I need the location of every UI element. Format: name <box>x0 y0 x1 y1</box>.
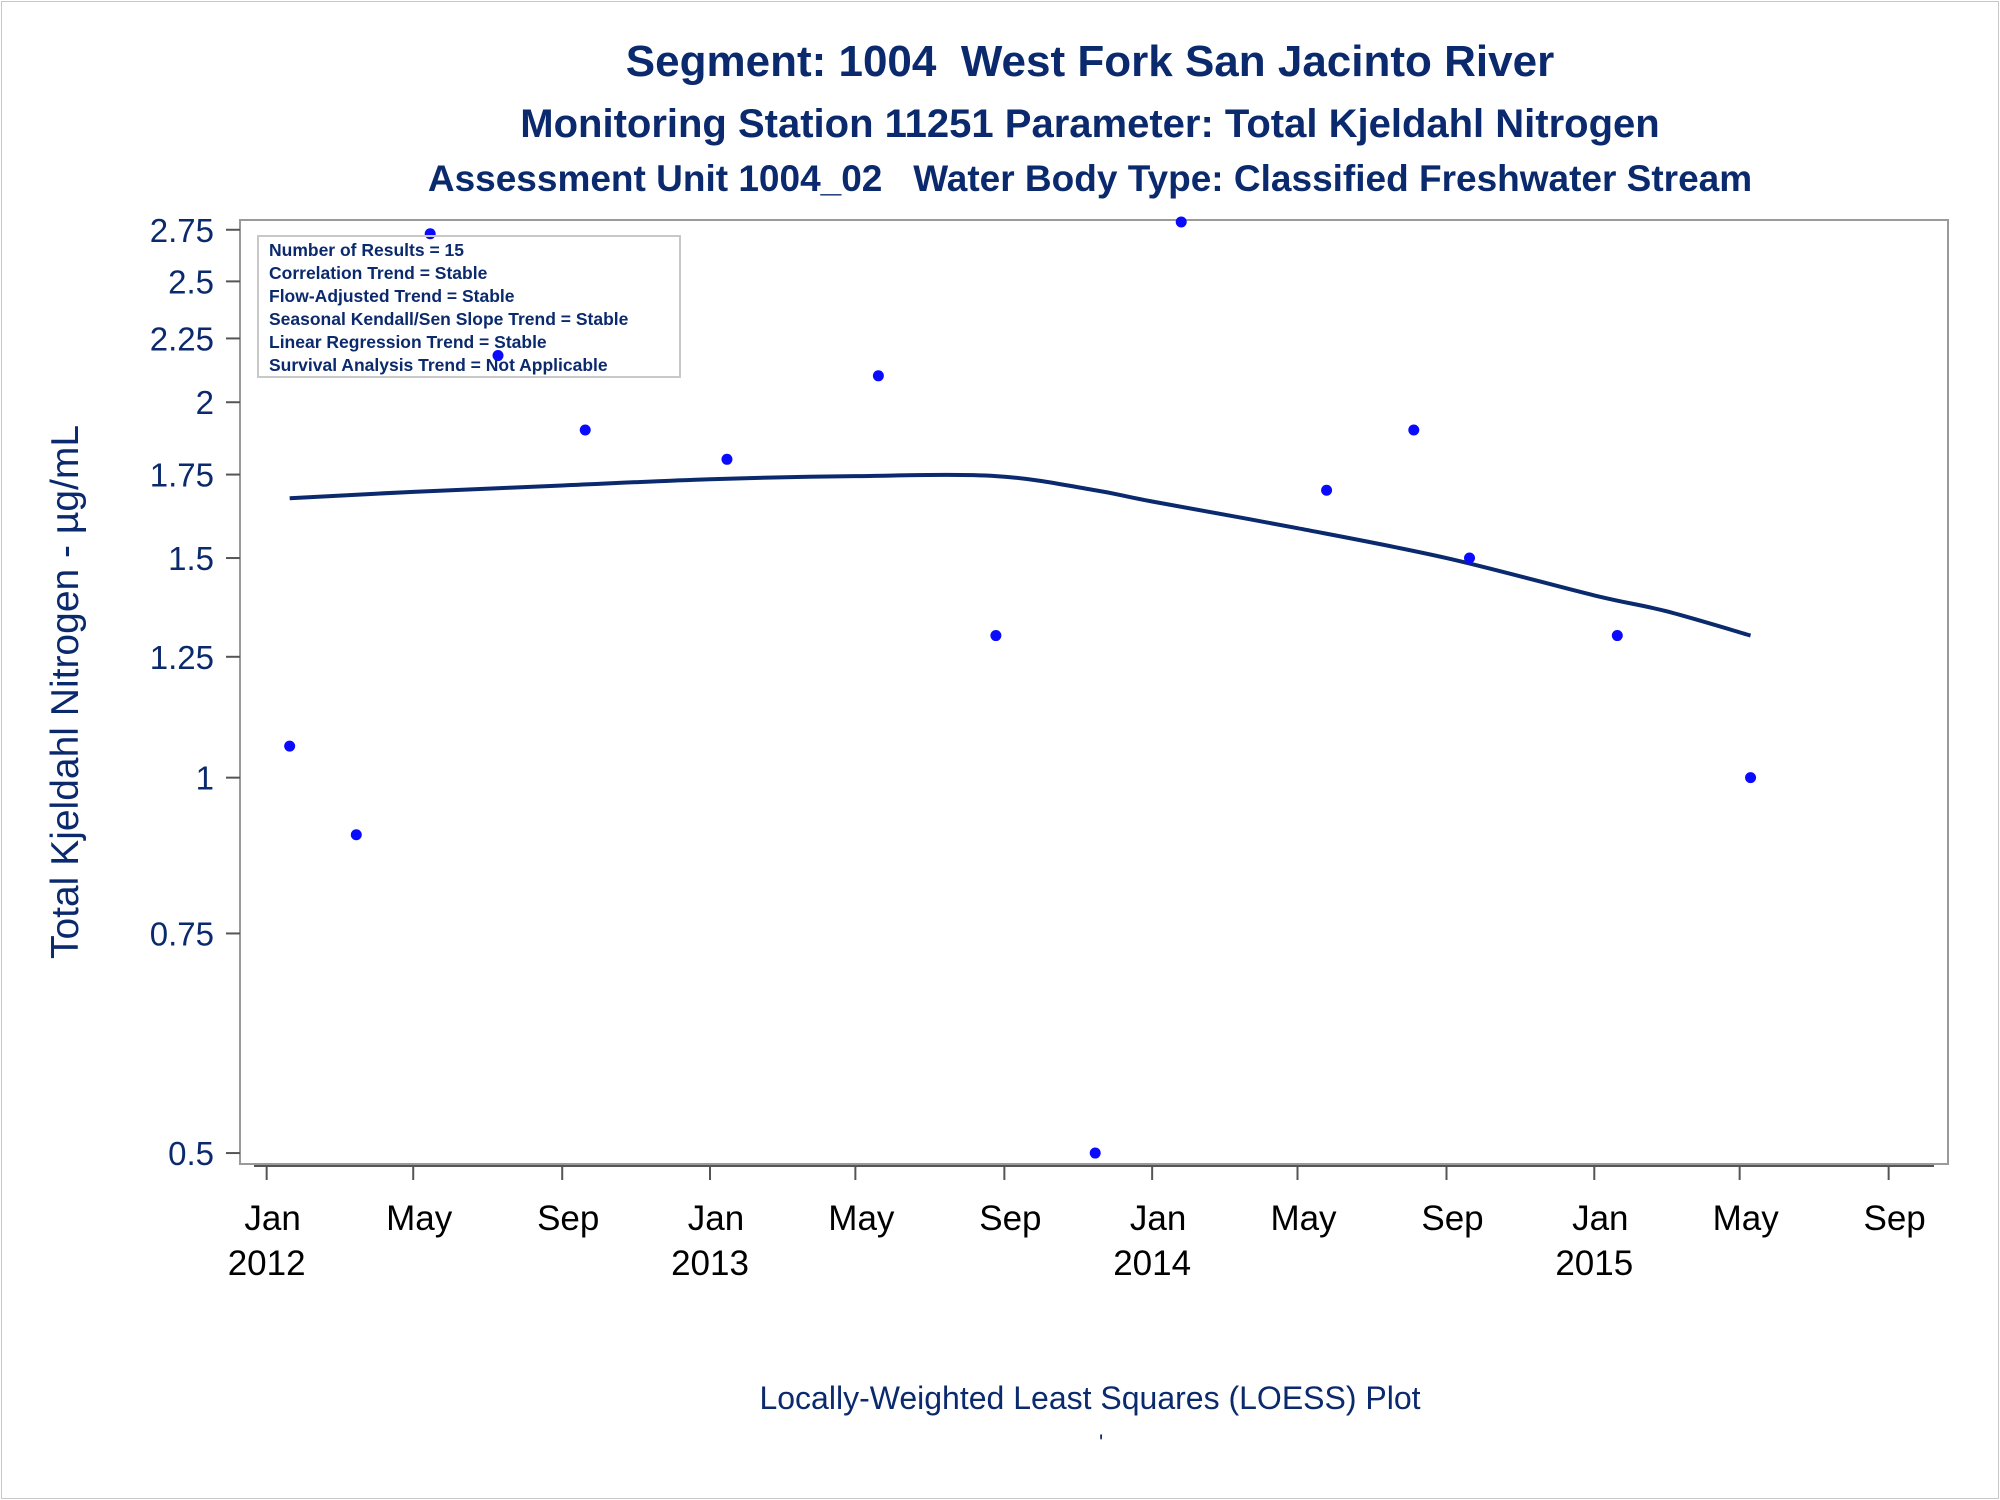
stats-box-line: Survival Analysis Trend = Not Applicable <box>269 355 608 375</box>
stats-box-line: Flow-Adjusted Trend = Stable <box>269 286 515 306</box>
y-tick-label: 2.25 <box>150 320 214 357</box>
x-tick-label-month: Jan <box>688 1199 744 1238</box>
x-tick-label-month: Sep <box>537 1199 599 1238</box>
data-point <box>1745 772 1757 784</box>
y-tick-label: 1.25 <box>150 639 214 676</box>
stats-box-border <box>257 235 681 378</box>
y-tick-label: 0.5 <box>168 1135 214 1172</box>
data-point <box>990 630 1002 642</box>
x-tick-label-month: Sep <box>1864 1199 1926 1238</box>
x-axis: Jan 2012 May Sep Jan 2013 May Sep Jan 2014 May Sep J… <box>228 1165 1934 1283</box>
data-point <box>721 453 733 465</box>
y-tick-label: 1 <box>196 760 214 797</box>
data-point <box>872 370 884 382</box>
loess-line <box>289 472 1752 638</box>
plot-area <box>239 219 1949 1165</box>
x-tick-label-month: May <box>1713 1199 1780 1238</box>
x-tick-label-month: Sep <box>979 1199 1041 1238</box>
stats-box-line: Seasonal Kendall/Sen Slope Trend = Stabl… <box>269 309 629 329</box>
stats-box-line: Linear Regression Trend = Stable <box>269 332 547 352</box>
footnote: Locally-Weighted Least Squares (LOESS) P… <box>759 1380 1421 1416</box>
x-tick-label-month: May <box>828 1199 895 1238</box>
x-tick-label-year: 2015 <box>1555 1244 1633 1283</box>
chart-subtitle-2: Assessment Unit 1004_02 Water Body Type:… <box>427 158 1753 199</box>
data-point <box>284 740 296 752</box>
y-tick-label: 1.5 <box>168 540 214 577</box>
data-points <box>284 216 1757 1159</box>
y-tick-label: 2.75 <box>150 212 214 249</box>
data-point <box>1321 484 1333 496</box>
chart-title: Segment: 1004 West Fork San Jacinto Rive… <box>625 37 1555 86</box>
x-tick-label-month: Jan <box>244 1199 300 1238</box>
x-tick-label-year: 2012 <box>228 1244 306 1283</box>
data-point <box>1089 1147 1101 1159</box>
data-point <box>1175 216 1187 228</box>
x-tick-label-year: 2013 <box>671 1244 749 1283</box>
y-tick-label: 2 <box>196 384 214 421</box>
stats-box: Number of Results = 15 Correlation Trend … <box>257 235 681 378</box>
y-tick-label: 1.75 <box>150 457 214 494</box>
y-axis-label: Total Kjeldahl Nitrogen - µg/mL <box>44 425 87 959</box>
x-tick-label-month: Jan <box>1572 1199 1628 1238</box>
data-point <box>1611 630 1623 642</box>
data-point <box>492 350 504 362</box>
data-point <box>1464 552 1476 564</box>
stats-box-line: Number of Results = 15 <box>269 240 464 260</box>
chart-subtitle: Monitoring Station 11251 Parameter: Tota… <box>520 102 1660 146</box>
data-point <box>579 424 591 436</box>
footnote-mark: ' <box>1099 1430 1104 1455</box>
y-tick-label: 2.5 <box>168 263 214 300</box>
data-point <box>424 228 436 240</box>
x-tick-label-month: Sep <box>1421 1199 1483 1238</box>
y-tick-label: 0.75 <box>150 915 214 952</box>
x-tick-label-month: May <box>1270 1199 1337 1238</box>
x-tick-label-month: May <box>386 1199 453 1238</box>
y-axis: 0.5 0.75 1 1.25 1.5 1.75 2 2.25 2.5 2.75 <box>150 212 240 1172</box>
stats-box-line: Correlation Trend = Stable <box>269 263 488 283</box>
data-point <box>1408 424 1420 436</box>
data-point <box>350 829 362 841</box>
x-tick-label-month: Jan <box>1130 1199 1186 1238</box>
x-tick-label-year: 2014 <box>1113 1244 1191 1283</box>
